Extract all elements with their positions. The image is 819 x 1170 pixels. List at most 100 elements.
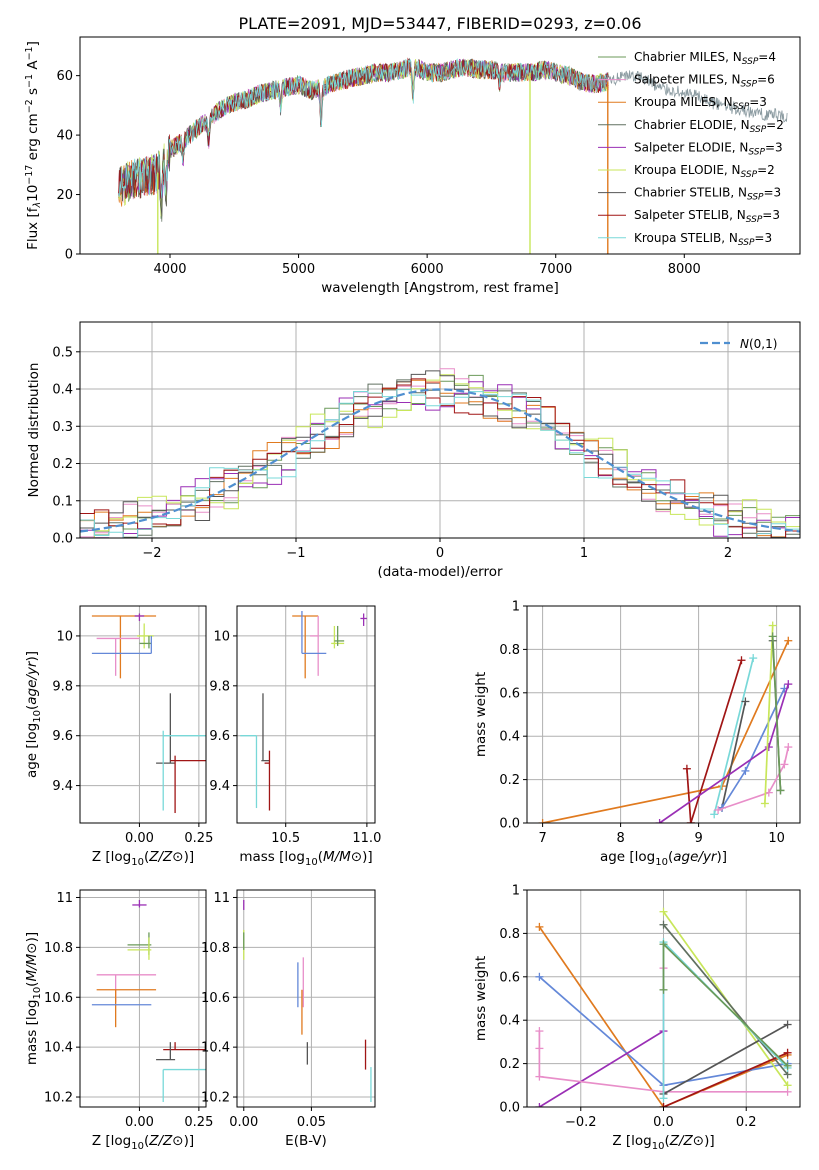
errorbar-point <box>91 635 152 655</box>
legend-entry: Kroupa STELIB, NSSP=3 <box>634 231 772 248</box>
y-tick-label: 9.8 <box>52 679 73 694</box>
errorbar-point <box>139 635 152 649</box>
x-tick-label: 8000 <box>668 262 701 277</box>
massweight-marker <box>741 697 750 706</box>
y-tick-label: 0.4 <box>499 1014 520 1029</box>
y-tick-label: 10.8 <box>44 941 73 956</box>
residual-histogram <box>80 379 800 538</box>
massweight-series <box>662 942 789 1067</box>
massweight-marker <box>714 805 723 814</box>
x-tick-label: 10.5 <box>271 831 300 846</box>
errorbar-point <box>301 610 327 655</box>
massweight-marker <box>783 1081 792 1090</box>
x-tick-label: 0.00 <box>125 831 154 846</box>
massweight-marker <box>535 1027 544 1036</box>
residual-histogram <box>80 378 800 538</box>
massweight_vs_Z-plot-area <box>535 907 792 1107</box>
x-tick-label: 8 <box>616 831 624 846</box>
y-tick-label: 40 <box>56 129 73 144</box>
x-tick-label: 2 <box>724 546 732 561</box>
x-tick-label: 4000 <box>153 262 186 277</box>
y-tick-label: 10.6 <box>201 991 230 1006</box>
massweight_vs_Z-xlabel: Z [log10(Z/Z⊙)] <box>612 1133 714 1152</box>
massweight-marker <box>659 920 668 929</box>
mass_vs_Z-ylabel: mass [log10(M/M⊙)] <box>24 932 43 1065</box>
y-tick-label: 0.6 <box>499 970 520 985</box>
massweight-marker <box>784 636 793 645</box>
legend-entry: Chabrier STELIB, NSSP=3 <box>634 186 781 203</box>
y-tick-label: 60 <box>56 69 73 84</box>
residuals-xlabel: (data-model)/error <box>377 564 503 580</box>
massweight-marker <box>783 1020 792 1029</box>
massweight-marker <box>741 766 750 775</box>
massweight-marker <box>783 1061 792 1070</box>
x-tick-label: 6000 <box>411 262 444 277</box>
massweight-series <box>538 926 788 1107</box>
errorbar-point <box>96 974 157 1003</box>
age_vs_Z-frame <box>79 605 207 824</box>
massweight-marker <box>535 972 544 981</box>
residual-histogram <box>80 374 800 538</box>
spectrum-frame <box>79 36 801 255</box>
y-tick-label: 10.4 <box>201 1041 230 1056</box>
legend-entry: Salpeter ELODIE, NSSP=3 <box>634 140 783 157</box>
x-tick-label: 0.05 <box>297 1115 326 1130</box>
massweight-series <box>662 924 789 1076</box>
massweight_vs_age-axes: 7 8 9 10 0.0 0.2 0.4 0.6 0.8 1 age [log10(age/yr)]… <box>473 600 801 868</box>
y-tick-label: 10 <box>213 629 230 644</box>
residual-histogram <box>80 389 800 538</box>
normal-curve <box>80 388 800 533</box>
errorbar-point <box>360 613 367 626</box>
age_vs_Z-axes: 0.00 0.25 9.4 9.6 9.8 10 Z [log10(Z/Z⊙)] age [l… <box>24 605 213 868</box>
errorbar-point <box>132 899 147 908</box>
x-tick-label: 0.2 <box>736 1115 757 1130</box>
y-tick-label: 0.8 <box>499 927 520 942</box>
massweight-series <box>686 768 692 823</box>
mass_vs_Z-frame <box>79 889 207 1108</box>
y-tick-label: 0 <box>65 248 73 263</box>
errorbar-point <box>156 693 176 764</box>
mass_vs_EBV-xlabel: E(B-V) <box>285 1133 327 1149</box>
y-tick-label: 10.4 <box>44 1041 73 1056</box>
x-tick-label: 0.00 <box>125 1115 154 1130</box>
y-tick-label: 9.4 <box>52 779 73 794</box>
residuals-axes: −2 −1 0 1 2 0.0 0.1 0.2 0.3 0.4 0.5 (data-model)/er… <box>26 321 801 580</box>
legend-entry: Kroupa MILES, NSSP=3 <box>634 95 767 112</box>
y-tick-label: 9.6 <box>52 729 73 744</box>
x-tick-label: 10 <box>768 831 785 846</box>
y-tick-label: 10.2 <box>201 1091 230 1106</box>
massweight-series <box>771 636 782 791</box>
errorbar-point <box>156 1042 176 1061</box>
age_vs_Z-ylabel: age [log10(age/yr)] <box>24 651 43 778</box>
legend-entry: Chabrier MILES, NSSP=4 <box>634 50 776 67</box>
massweight-series <box>764 625 774 804</box>
mass_vs_Z-axes: 0.00 0.25 10.2 10.4 10.6 10.8 11 Z [log10(Z/Z⊙)… <box>24 889 213 1152</box>
massweight_vs_Z-frame <box>526 889 801 1108</box>
y-tick-label: 1 <box>512 884 520 899</box>
y-tick-label: 0.5 <box>52 345 73 360</box>
mass_vs_EBV-frame <box>236 889 376 1108</box>
massweight-marker <box>682 764 691 773</box>
age_vs_mass-frame <box>236 605 376 824</box>
massweight_vs_age-frame <box>526 605 801 824</box>
y-tick-label: 0.3 <box>52 420 73 435</box>
y-tick-label: 1 <box>512 600 520 615</box>
y-tick-label: 0.2 <box>499 1057 520 1072</box>
errorbar-point <box>292 615 319 679</box>
massweight-marker <box>659 1094 668 1103</box>
x-tick-label: 0.25 <box>184 831 213 846</box>
massweight-marker <box>659 940 668 949</box>
mass_vs_Z-plot-area <box>91 899 206 1103</box>
errorbar-point <box>96 637 140 676</box>
x-tick-label: −1 <box>286 546 305 561</box>
x-tick-label: −0.2 <box>565 1115 597 1130</box>
massweight-marker <box>780 760 789 769</box>
x-tick-label: 7000 <box>539 262 572 277</box>
x-tick-label: 0.0 <box>653 1115 674 1130</box>
spectrum-axes: 4000 5000 6000 7000 8000 0 20 40 60 wavelength [A… <box>24 36 801 296</box>
errorbar-point <box>334 625 345 646</box>
y-tick-label: 20 <box>56 188 73 203</box>
y-tick-label: 11 <box>56 891 73 906</box>
x-tick-label: 5000 <box>282 262 315 277</box>
